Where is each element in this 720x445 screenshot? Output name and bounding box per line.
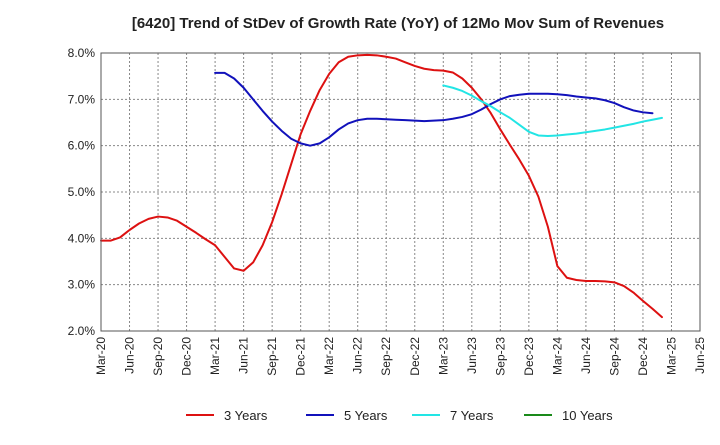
x-tick-label: Mar-22 bbox=[322, 337, 336, 375]
x-tick-label: Jun-21 bbox=[237, 337, 251, 374]
series-layer bbox=[100, 53, 663, 319]
y-tick-label: 2.0% bbox=[68, 324, 96, 338]
y-tick-label: 3.0% bbox=[68, 278, 96, 292]
x-tick-label: Sep-23 bbox=[493, 337, 507, 376]
series-line-5-years bbox=[214, 71, 654, 147]
y-tick-label: 4.0% bbox=[68, 231, 96, 245]
x-tick-label: Dec-20 bbox=[180, 337, 194, 376]
x-tick-label: Sep-24 bbox=[607, 337, 621, 376]
x-tick-label: Mar-23 bbox=[436, 337, 450, 375]
grid bbox=[100, 52, 701, 332]
x-tick-label: Jun-25 bbox=[693, 337, 707, 374]
x-tick-label: Mar-24 bbox=[550, 337, 564, 375]
y-tick-label: 8.0% bbox=[68, 46, 96, 60]
x-tick-label: Mar-25 bbox=[664, 337, 678, 375]
x-tick-label: Jun-24 bbox=[579, 337, 593, 374]
plot-frame bbox=[100, 52, 701, 332]
x-axis: Mar-20 Jun-20 Sep-20 Dec-20 Mar-21 Jun-21 Sep-… bbox=[94, 337, 707, 376]
x-tick-label: Dec-24 bbox=[636, 337, 650, 376]
x-tick-label: Jun-23 bbox=[465, 337, 479, 374]
x-tick-label: Sep-22 bbox=[379, 337, 393, 376]
x-tick-label: Mar-20 bbox=[94, 337, 108, 375]
y-axis: 2.0% 3.0% 4.0% 5.0% 6.0% 7.0% 8.0% bbox=[68, 46, 96, 338]
x-tick-label: Sep-20 bbox=[151, 337, 165, 376]
legend-label-3-years: 3 Years bbox=[224, 408, 268, 423]
y-tick-label: 6.0% bbox=[68, 139, 96, 153]
legend-label-5-years: 5 Years bbox=[344, 408, 388, 423]
series-line-3-years bbox=[100, 53, 663, 319]
y-tick-label: 5.0% bbox=[68, 185, 96, 199]
x-tick-label: Jun-22 bbox=[351, 337, 365, 374]
x-tick-label: Sep-21 bbox=[265, 337, 279, 376]
x-tick-label: Dec-23 bbox=[522, 337, 536, 376]
x-tick-label: Dec-21 bbox=[294, 337, 308, 376]
y-tick-label: 7.0% bbox=[68, 92, 96, 106]
x-tick-label: Mar-21 bbox=[208, 337, 222, 375]
chart-title: [6420] Trend of StDev of Growth Rate (Yo… bbox=[132, 15, 664, 32]
legend-label-7-years: 7 Years bbox=[450, 408, 494, 423]
x-tick-label: Jun-20 bbox=[123, 337, 137, 374]
series-line-7-years bbox=[442, 84, 663, 137]
x-tick-label: Dec-22 bbox=[408, 337, 422, 376]
legend: 3 Years 5 Years 7 Years 10 Years bbox=[186, 408, 613, 423]
legend-label-10-years: 10 Years bbox=[562, 408, 613, 423]
